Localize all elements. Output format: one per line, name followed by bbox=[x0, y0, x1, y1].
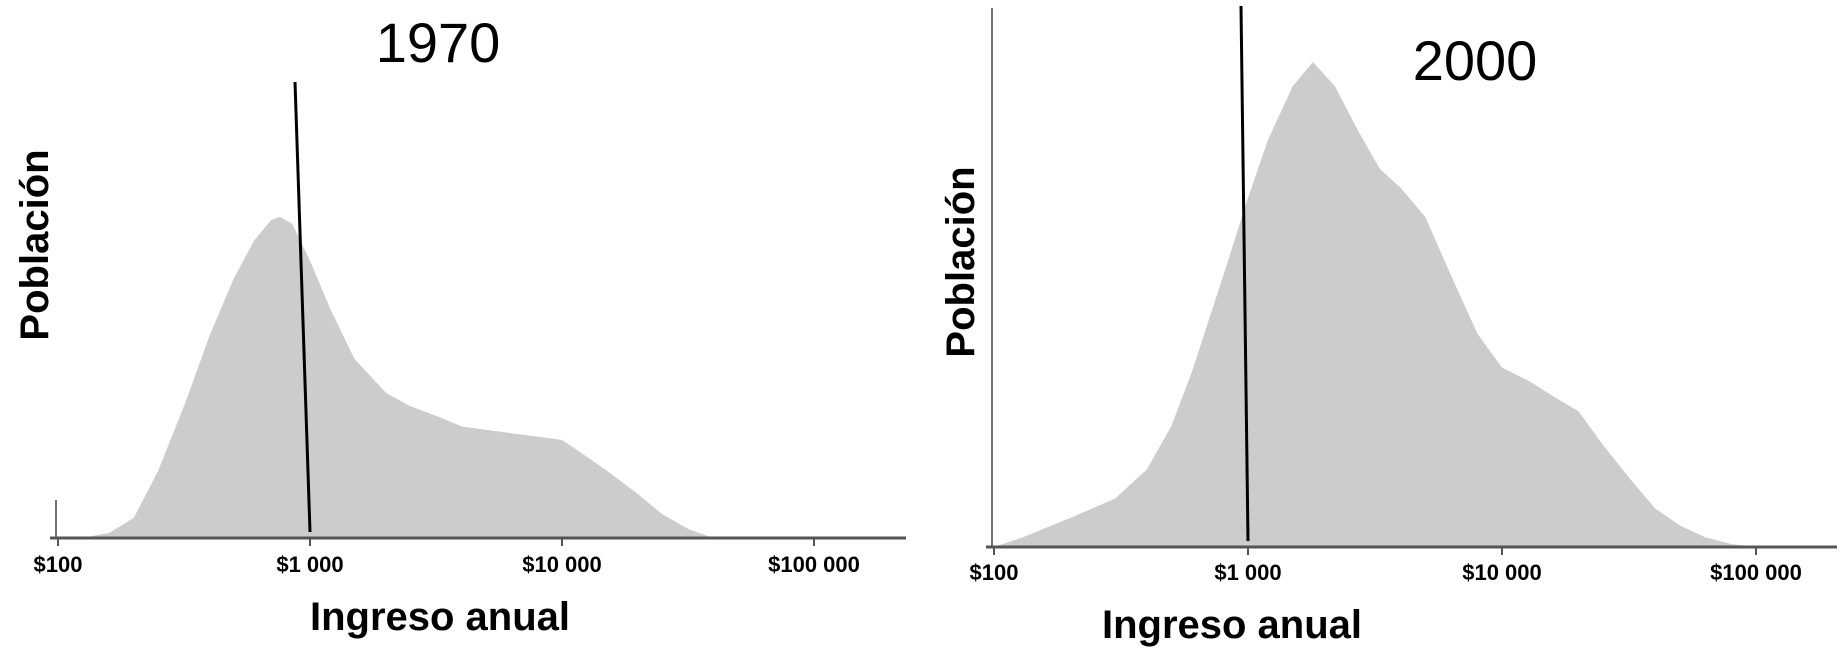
chart-title: 2000 bbox=[1413, 29, 1538, 92]
x-tick-label: $100 000 bbox=[768, 552, 860, 577]
distribution-area bbox=[58, 216, 714, 538]
x-tick-label: $100 bbox=[970, 560, 1019, 585]
chart-1970: $100 $1 000 $10 000 $100 000 1970 Población In… bbox=[0, 0, 910, 648]
x-axis-label: Ingreso anual bbox=[310, 595, 570, 639]
y-axis-label: Población bbox=[13, 149, 57, 340]
distribution-area bbox=[994, 62, 1756, 547]
x-tick-label: $10 000 bbox=[1462, 560, 1542, 585]
chart-2000: $100 $1 000 $10 000 $100 000 2000 Población In… bbox=[930, 0, 1841, 648]
x-tick-label: $100 bbox=[34, 552, 83, 577]
x-axis-label: Ingreso anual bbox=[1102, 603, 1362, 647]
x-tick-label: $100 000 bbox=[1710, 560, 1802, 585]
y-axis-label: Población bbox=[939, 166, 983, 357]
chart-svg: $100 $1 000 $10 000 $100 000 1970 Población In… bbox=[13, 11, 906, 639]
chart-svg: $100 $1 000 $10 000 $100 000 2000 Población In… bbox=[939, 5, 1837, 647]
reference-line-1000 bbox=[293, 81, 312, 533]
reference-line-1000 bbox=[1239, 5, 1250, 542]
x-tick-label: $10 000 bbox=[522, 552, 602, 577]
x-tick-label: $1 000 bbox=[276, 552, 343, 577]
x-tick-label: $1 000 bbox=[1214, 560, 1281, 585]
chart-title: 1970 bbox=[376, 11, 501, 74]
